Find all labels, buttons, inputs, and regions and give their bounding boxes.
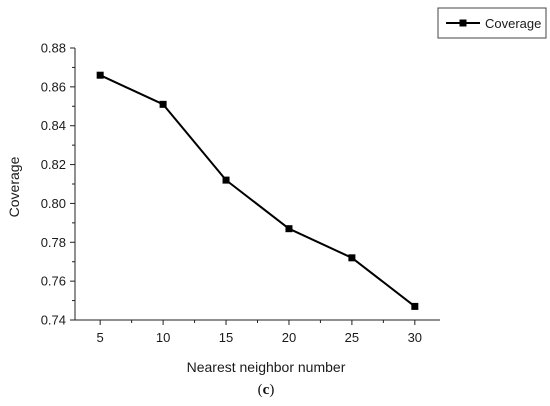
x-tick-label: 5	[97, 330, 104, 345]
legend: Coverage	[437, 7, 547, 39]
y-tick-label: 0.74	[41, 313, 66, 328]
x-tick-label: 25	[345, 330, 359, 345]
legend-label: Coverage	[485, 16, 541, 31]
caption-open-paren: (	[258, 382, 263, 398]
chart-series	[96, 71, 419, 310]
x-tick-label: 20	[282, 330, 296, 345]
y-tick-label: 0.80	[41, 196, 66, 211]
y-tick-label: 0.82	[41, 157, 66, 172]
y-tick-label: 0.86	[41, 79, 66, 94]
data-point	[222, 176, 230, 184]
caption-close-paren: )	[269, 382, 274, 398]
y-tick-label: 0.78	[41, 235, 66, 250]
y-tick-label: 0.88	[41, 41, 66, 56]
figure-caption: (c)	[258, 382, 275, 398]
data-point	[159, 100, 167, 108]
chart-ticks: 0.74 0.76 0.78 0.80 0.82 0.84 0.86 0.88 5 10 15 20 2…	[41, 41, 422, 346]
y-tick-label: 0.84	[41, 118, 66, 133]
series-line	[99, 74, 416, 308]
y-tick-label: 0.76	[41, 274, 66, 289]
x-tick-label: 15	[219, 330, 233, 345]
data-point	[411, 302, 419, 310]
data-point	[348, 254, 356, 262]
x-tick-label: 10	[156, 330, 170, 345]
data-point	[285, 225, 293, 233]
caption-letter: c	[263, 382, 270, 398]
x-tick-label: 30	[408, 330, 422, 345]
y-axis-title: Coverage	[6, 156, 22, 217]
x-axis-title: Nearest neighbor number	[187, 359, 346, 375]
legend-marker-sample	[459, 19, 467, 27]
data-point	[96, 71, 104, 79]
